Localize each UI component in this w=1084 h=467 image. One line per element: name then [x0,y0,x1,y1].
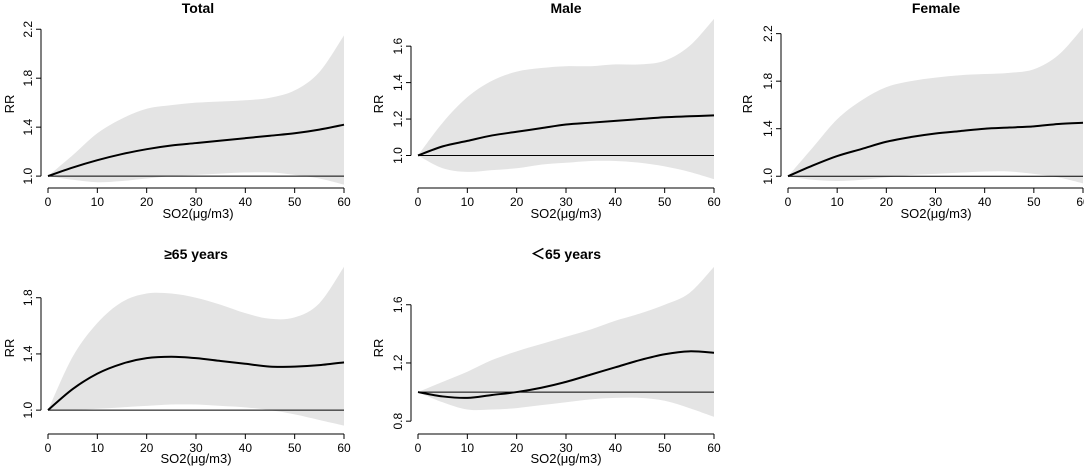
y-tick-label: 1.4 [761,120,775,137]
x-tick-label: 20 [140,441,154,455]
x-tick-label: 40 [978,195,992,209]
y-axis-label: RR [2,95,17,114]
y-tick-label: 1.6 [391,37,405,54]
x-tick-label: 0 [45,195,52,209]
y-tick-label: 1.0 [21,401,35,418]
confidence-band [418,266,714,417]
y-axis-label: RR [740,95,755,114]
confidence-band [48,35,344,185]
x-tick-label: 20 [140,195,154,209]
x-tick-label: 60 [707,441,721,455]
y-tick-label: 1.4 [21,345,35,362]
y-tick-label: 1.0 [21,167,35,184]
panel-male: 0 10 20 30 40 50 60 1.0 1.2 1.4 1.6 Male SO2(μg/m3… [371,0,721,221]
rr-curve [417,350,715,399]
x-axis-label: SO2(μg/m3) [530,206,601,221]
x-axis-label: SO2(μg/m3) [162,206,233,221]
rr-curve [47,355,345,411]
y-tick-label: 1.6 [391,296,405,313]
y-axis-label: RR [371,339,386,358]
x-axis-label: SO2(μg/m3) [900,206,971,221]
y-tick-label: 1.0 [761,168,775,185]
panel-title: ≥65 years [164,246,228,262]
panel-title: ＜65 years [531,246,601,262]
panel-total: 0 10 20 30 40 50 60 1.0 1.4 1.8 2.2 Total SO2(μg/m… [2,0,351,221]
y-tick-label: 0.8 [391,413,405,430]
x-tick-label: 30 [189,441,203,455]
panel-title: Total [182,0,214,16]
panel-age-under-65: 0 10 20 30 40 50 60 0.8 1.2 1.6 ＜65 years SO2(μg/… [371,246,721,466]
x-tick-label: 10 [830,195,844,209]
panel-age-65-plus: 0 10 20 30 40 50 60 1.0 1.4 1.8 ≥65 years SO2(μg/… [2,246,351,466]
x-tick-label: 0 [785,195,792,209]
y-tick-label: 2.2 [21,21,35,38]
confidence-band [48,266,344,426]
y-tick-label: 1.2 [391,110,405,127]
x-tick-label: 10 [461,195,475,209]
y-tick-label: 1.8 [21,289,35,306]
x-tick-label: 50 [658,441,672,455]
x-tick-label: 60 [337,441,351,455]
x-tick-label: 30 [559,441,573,455]
x-tick-label: 30 [189,195,203,209]
y-tick-label: 2.2 [761,25,775,42]
rr-curve [787,121,1084,178]
x-tick-label: 20 [510,441,524,455]
x-tick-label: 60 [337,195,351,209]
x-tick-label: 50 [288,195,302,209]
y-tick-label: 1.0 [391,147,405,164]
x-tick-label: 50 [658,195,672,209]
x-tick-label: 20 [510,195,524,209]
y-tick-label: 1.8 [761,73,775,90]
x-tick-label: 10 [91,441,105,455]
panel-title: Male [550,0,581,16]
x-tick-label: 50 [1027,195,1041,209]
x-tick-label: 0 [45,441,52,455]
x-tick-label: 10 [461,441,475,455]
x-tick-label: 60 [707,195,721,209]
x-tick-label: 40 [239,441,253,455]
x-tick-label: 10 [91,195,105,209]
x-tick-label: 50 [288,441,302,455]
x-axis-label: SO2(μg/m3) [160,451,231,466]
x-tick-label: 40 [609,441,623,455]
x-tick-label: 60 [1076,195,1084,209]
x-tick-label: 40 [239,195,253,209]
x-tick-label: 20 [880,195,894,209]
confidence-band [788,27,1083,184]
x-tick-label: 30 [559,195,573,209]
x-axis-label: SO2(μg/m3) [530,451,601,466]
y-axis-label: RR [2,339,17,358]
confidence-band [418,18,714,180]
y-tick-label: 1.4 [391,74,405,91]
y-tick-label: 1.2 [391,354,405,371]
x-tick-label: 40 [609,195,623,209]
rr-curve [47,123,345,178]
panel-title: Female [912,0,960,16]
y-axis-label: RR [371,95,386,114]
rr-curve [417,114,715,157]
y-tick-label: 1.4 [21,118,35,135]
x-tick-label: 0 [415,195,422,209]
x-tick-label: 0 [415,441,422,455]
panel-female: 0 10 20 30 40 50 60 1.0 1.4 1.8 2.2 Female SO2(μg/… [740,0,1084,221]
y-tick-label: 1.8 [21,70,35,87]
x-tick-label: 30 [929,195,943,209]
